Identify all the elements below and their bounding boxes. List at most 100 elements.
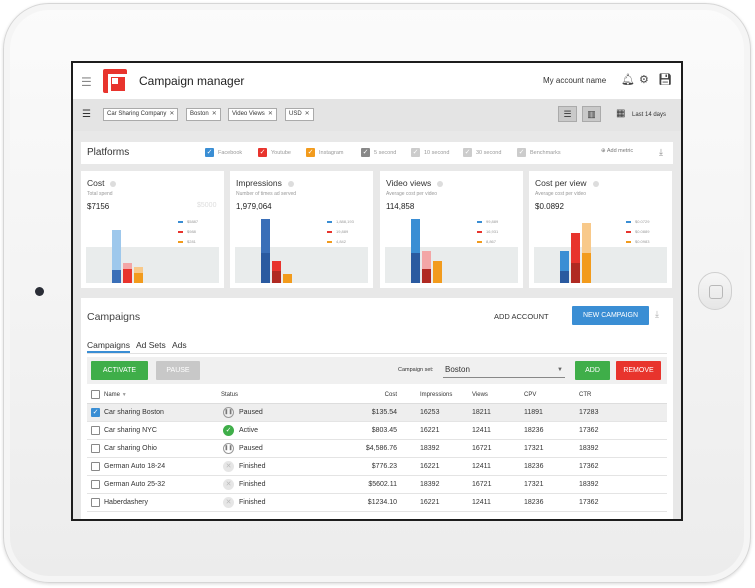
platform-toggle[interactable]: ✓ Instagram bbox=[306, 148, 343, 157]
tab-ad-sets[interactable]: Ad Sets bbox=[136, 340, 166, 350]
close-icon[interactable]: ✕ bbox=[169, 111, 175, 117]
filter-chip-label: Video Views bbox=[232, 111, 265, 117]
row-checkbox[interactable]: ✓ bbox=[91, 408, 100, 417]
table-row[interactable]: ✓ Car sharing Boston ❚❚ Paused $135.54 1… bbox=[87, 404, 667, 422]
platform-toggle[interactable]: ✓ 10 second bbox=[411, 148, 449, 157]
row-checkbox[interactable] bbox=[91, 462, 100, 471]
checkbox-icon[interactable]: ✓ bbox=[411, 148, 420, 157]
add-account-button[interactable]: ADD ACCOUNT bbox=[494, 312, 549, 321]
filter-chip[interactable]: Car Sharing Company ✕ bbox=[103, 108, 179, 121]
filter-icon[interactable]: ☰ bbox=[82, 109, 91, 120]
add-button[interactable]: ADD bbox=[575, 361, 610, 380]
pause-button[interactable]: PAUSE bbox=[156, 361, 200, 380]
metric-card-video-views[interactable]: Video views Average cost per video 114,8… bbox=[380, 171, 523, 288]
list-view-button[interactable]: ☰ bbox=[558, 106, 577, 122]
chart-bar bbox=[560, 251, 569, 283]
checkbox-icon[interactable]: ✓ bbox=[205, 148, 214, 157]
campaign-name[interactable]: Haberdashery bbox=[104, 499, 148, 506]
platform-toggle[interactable]: ✓ Youtube bbox=[258, 148, 291, 157]
tab-ads[interactable]: Ads bbox=[172, 340, 187, 350]
checkbox-icon[interactable]: ✓ bbox=[517, 148, 526, 157]
chart-bar bbox=[571, 263, 580, 283]
select-all-checkbox[interactable] bbox=[91, 390, 100, 399]
metric-card-cost-per-view[interactable]: Cost per view Average cost per video $0.… bbox=[529, 171, 672, 288]
activate-button[interactable]: ACTIVATE bbox=[91, 361, 148, 380]
benchmark-band bbox=[235, 247, 368, 283]
row-checkbox[interactable] bbox=[91, 480, 100, 489]
home-button[interactable] bbox=[698, 272, 732, 310]
remove-button[interactable]: REMOVE bbox=[616, 361, 661, 380]
app-screen: ☰ Campaign manager My account name 🔔︎ ⚙ … bbox=[71, 61, 683, 521]
filter-chip[interactable]: Boston ✕ bbox=[186, 108, 221, 121]
info-icon[interactable] bbox=[287, 180, 294, 187]
column-header-name[interactable]: Name ▼ bbox=[104, 392, 127, 398]
column-header-impressions[interactable]: Impressions bbox=[420, 392, 453, 398]
checkbox-icon[interactable]: ✓ bbox=[463, 148, 472, 157]
column-header-cpv[interactable]: CPV bbox=[524, 392, 537, 398]
table-row[interactable]: Car sharing NYC ✓ Active $803.45 16221 1… bbox=[87, 422, 667, 440]
column-header-status[interactable]: Status bbox=[221, 392, 239, 398]
tab-campaigns[interactable]: Campaigns bbox=[87, 340, 130, 353]
legend-value: 19,889 bbox=[336, 229, 349, 234]
table-row[interactable]: German Auto 25-32 ✕ Finished $5602.11 18… bbox=[87, 476, 667, 494]
date-range[interactable]: Last 14 days bbox=[632, 112, 667, 118]
column-header-ctr[interactable]: CTR bbox=[579, 392, 592, 398]
views-cell: 12411 bbox=[472, 463, 491, 470]
row-checkbox[interactable] bbox=[91, 426, 100, 435]
column-header-cost[interactable]: Cost bbox=[384, 392, 397, 398]
campaign-name[interactable]: German Auto 18-24 bbox=[104, 463, 166, 470]
row-checkbox[interactable] bbox=[91, 444, 100, 453]
platform-toggle[interactable]: ✓ Facebook bbox=[205, 148, 242, 157]
gear-icon[interactable]: ⚙ bbox=[639, 74, 649, 86]
info-icon[interactable] bbox=[110, 180, 117, 187]
chart-legend-item: 16,931 bbox=[477, 229, 498, 234]
card-chart: $0.0729 $0.0889 $0.0983 bbox=[534, 217, 667, 283]
chart-legend-item: 4,842 bbox=[327, 239, 346, 244]
campaign-name[interactable]: Car sharing NYC bbox=[104, 427, 157, 434]
chevron-down-icon[interactable]: ▼ bbox=[557, 367, 563, 373]
checkbox-icon[interactable]: ✓ bbox=[361, 148, 370, 157]
card-chart: $5887 $988 $281 bbox=[86, 217, 219, 283]
checkbox-icon[interactable]: ✓ bbox=[306, 148, 315, 157]
campaign-name[interactable]: Car sharing Boston bbox=[104, 409, 164, 416]
filter-chip[interactable]: Video Views ✕ bbox=[228, 108, 277, 121]
filter-chip[interactable]: USD ✕ bbox=[285, 108, 314, 121]
info-icon[interactable] bbox=[437, 180, 444, 187]
chart-bar bbox=[261, 253, 270, 283]
table-row[interactable]: German Auto 18-24 ✕ Finished $776.23 162… bbox=[87, 458, 667, 476]
close-icon[interactable]: ✕ bbox=[211, 111, 217, 117]
campaign-name[interactable]: German Auto 25-32 bbox=[104, 481, 166, 488]
campaign-set-select[interactable]: Boston ▼ bbox=[443, 362, 565, 378]
campaign-name[interactable]: Car sharing Ohio bbox=[104, 445, 157, 452]
chart-bar bbox=[433, 261, 442, 283]
close-icon[interactable]: ✕ bbox=[304, 111, 310, 117]
sort-arrow-icon[interactable]: ▼ bbox=[121, 392, 127, 398]
check-circle-icon: ✓ bbox=[223, 425, 234, 436]
chart-legend-item: $281 bbox=[178, 239, 196, 244]
new-campaign-button[interactable]: NEW CAMPAIGN bbox=[572, 306, 649, 325]
save-icon[interactable]: 💾︎ bbox=[658, 74, 672, 86]
platform-toggle[interactable]: ✓ 30 second bbox=[463, 148, 501, 157]
metric-card-impressions[interactable]: Impressions Number of times ad served 1,… bbox=[230, 171, 373, 288]
hamburger-icon[interactable]: ☰ bbox=[81, 75, 92, 89]
chart-view-button[interactable]: ▥ bbox=[582, 106, 601, 122]
pause-icon: ❚❚ bbox=[223, 443, 234, 454]
info-icon[interactable] bbox=[592, 180, 599, 187]
bell-icon[interactable]: 🔔︎ bbox=[621, 74, 635, 86]
table-row[interactable]: Car sharing Ohio ❚❚ Paused $4,586.76 183… bbox=[87, 440, 667, 458]
checkbox-icon[interactable]: ✓ bbox=[258, 148, 267, 157]
row-checkbox[interactable] bbox=[91, 498, 100, 507]
download-icon[interactable]: ⤓ bbox=[659, 147, 663, 157]
account-name[interactable]: My account name bbox=[543, 76, 607, 85]
chart-legend-item: $5887 bbox=[178, 219, 198, 224]
column-header-views[interactable]: Views bbox=[472, 392, 488, 398]
close-icon[interactable]: ✕ bbox=[267, 111, 273, 117]
platform-label: Youtube bbox=[271, 149, 291, 156]
download-icon[interactable]: ⤓ bbox=[655, 309, 659, 319]
calendar-icon[interactable]: ▦ bbox=[616, 108, 626, 119]
metric-card-cost[interactable]: Cost Total spend $7156 $5000 $5887 $988 … bbox=[81, 171, 224, 288]
add-metric-button[interactable]: ⊕ Add metric bbox=[601, 148, 634, 154]
platform-toggle[interactable]: ✓ 5 second bbox=[361, 148, 396, 157]
platform-toggle[interactable]: ✓ Benchmarks bbox=[517, 148, 561, 157]
table-row[interactable]: Haberdashery ✕ Finished $1234.10 16221 1… bbox=[87, 494, 667, 512]
